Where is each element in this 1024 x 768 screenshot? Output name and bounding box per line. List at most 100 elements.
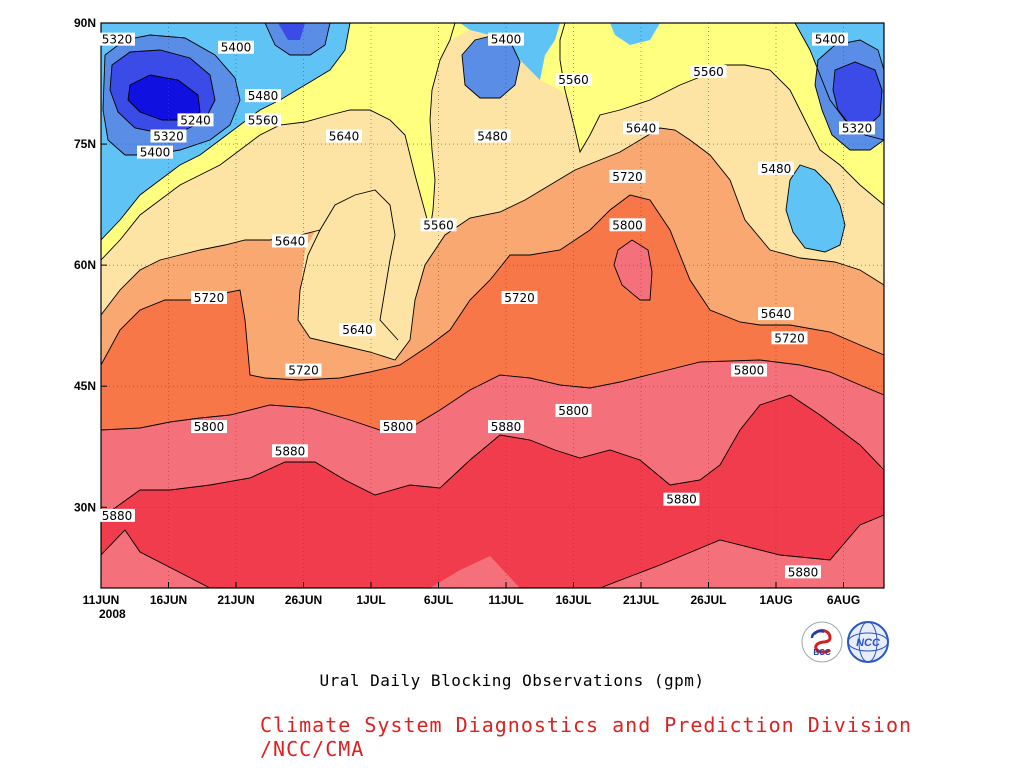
contour-label: 5720	[609, 169, 646, 184]
contour-label-text: 5720	[288, 364, 319, 378]
contour-line-5400-east	[814, 39, 884, 151]
contour-label-text: 5320	[842, 121, 873, 135]
contour-line-5560-b	[559, 23, 884, 206]
contour-label-text: 5320	[102, 33, 133, 47]
contour-label: 5720	[501, 290, 538, 305]
contour-label-bg	[690, 64, 727, 78]
contour-label-text: 5800	[612, 218, 643, 232]
contour-label: 5400	[137, 145, 173, 160]
fill-5400-5480-north	[460, 23, 560, 80]
contour-label-text: 5880	[491, 420, 522, 434]
contour-label: 5640	[758, 307, 794, 321]
x-tick-label: 21JUL	[623, 593, 659, 607]
contour-label-text: 5720	[612, 170, 643, 184]
contour-label: 5720	[771, 331, 808, 345]
contour-label-bg	[420, 218, 457, 232]
fill-5400-5480-north2	[610, 23, 660, 45]
plot-frame	[100, 22, 885, 589]
contour-label-text: 5400	[221, 41, 252, 55]
contour-label: 5320	[839, 121, 875, 135]
contour-label: 5560	[690, 64, 727, 79]
contour-label: 5640	[272, 234, 308, 248]
contour-label-text: 5720	[194, 291, 225, 305]
contour-label-text: 5800	[194, 420, 225, 434]
contour-label-bg	[488, 32, 524, 46]
contour-line-5480-east	[794, 23, 884, 141]
x-tick-label: 26JUN	[285, 593, 322, 607]
contour-line-5400-mid	[461, 34, 521, 99]
contour-label-bg	[285, 363, 322, 377]
contour-label-bg	[771, 331, 808, 345]
contour-label: 5880	[488, 420, 524, 434]
contour-label-text: 5880	[666, 493, 697, 507]
contour-label-bg	[609, 169, 646, 183]
contour-label-text: 5400	[491, 33, 522, 47]
contour-label-bg	[326, 129, 362, 143]
x-tick-label: 16JUL	[555, 593, 591, 607]
contour-line-5480	[101, 23, 351, 241]
y-axis: 30N 45N 60N 75N 90N	[74, 16, 107, 514]
contour-label-bg	[218, 40, 254, 54]
contour-label: 5800	[731, 363, 767, 378]
contour-label-bg	[663, 492, 700, 506]
contour-label-bg	[150, 129, 187, 143]
contour-label: 5720	[285, 363, 322, 378]
contour-label-text: 5640	[761, 307, 792, 321]
y-tick-label: 45N	[74, 379, 96, 393]
contour-label: 5560	[555, 73, 592, 87]
contour-label-text: 5480	[248, 89, 279, 103]
fill-5240-5320-north	[278, 23, 305, 40]
contour-label-bg	[272, 234, 308, 248]
contour-lines	[101, 23, 884, 588]
x-tick-label: 16JUN	[150, 593, 187, 607]
contour-label-text: 5480	[761, 162, 792, 176]
x-tick-label: 1JUL	[356, 593, 385, 607]
x-tick-label: 11JUN	[83, 593, 120, 607]
contour-label: 5400	[812, 32, 848, 47]
x-tick-label: 11JUL	[488, 593, 523, 607]
contour-label-bg	[177, 113, 214, 127]
contour-label-bg	[245, 89, 281, 103]
contour-label-bg	[245, 113, 281, 127]
contour-label-text: 5640	[275, 234, 306, 248]
contour-label-text: 5880	[102, 509, 133, 523]
contour-label-text: 5560	[558, 73, 589, 87]
contour-label-text: 5720	[774, 331, 805, 345]
contour-line-5640-island	[319, 189, 399, 341]
contour-line-5720	[101, 194, 884, 381]
contour-label: 5800	[609, 218, 646, 232]
bcc-logo: BCC	[801, 621, 843, 663]
contour-line-5400-west	[102, 34, 241, 156]
contour-label-bg	[785, 565, 821, 579]
contour-label-text: 5640	[342, 323, 373, 337]
contour-label-text: 5640	[329, 130, 360, 144]
contour-label: 5640	[623, 121, 659, 135]
contour-label-bg	[272, 444, 308, 458]
contour-label: 5480	[758, 161, 794, 176]
contour-label-text: 5560	[248, 113, 279, 127]
contour-label-bg	[488, 420, 524, 434]
contour-label-bg	[137, 145, 173, 159]
contour-label-text: 5560	[693, 65, 724, 79]
x-axis: 11JUN 16JUN 21JUN 26JUN 1JUL 6JUL 11JUL 16JUL 21…	[83, 582, 860, 621]
contour-label-bg	[609, 218, 646, 232]
contour-label-text: 5800	[734, 364, 765, 378]
contour-label-text: 5800	[558, 404, 589, 418]
contour-labels: 5320 5240 5320 5400 5400 5480 5560 5640 5640 5720…	[99, 32, 875, 579]
fill-5240-5320-east	[833, 62, 882, 128]
contour-label-bg	[191, 420, 227, 434]
contour-label: 5640	[326, 129, 362, 144]
contour-label-text: 5720	[504, 291, 535, 305]
contour-line-5800	[101, 359, 884, 431]
y-tick-label: 90N	[74, 16, 96, 30]
grid	[101, 23, 884, 588]
contour-line-5800-patch	[613, 239, 653, 301]
credit-line: Climate System Diagnostics and Predictio…	[260, 713, 913, 761]
x-tick-label: 6AUG	[827, 593, 860, 607]
contour-label: 5880	[99, 509, 135, 523]
contour-label-bg	[99, 508, 135, 522]
contour-label-text: 5560	[423, 218, 454, 232]
contour-label: 5800	[380, 420, 416, 434]
chart-title: Ural Daily Blocking Observations (gpm)	[319, 671, 705, 690]
contour-label-text: 5800	[383, 420, 414, 434]
